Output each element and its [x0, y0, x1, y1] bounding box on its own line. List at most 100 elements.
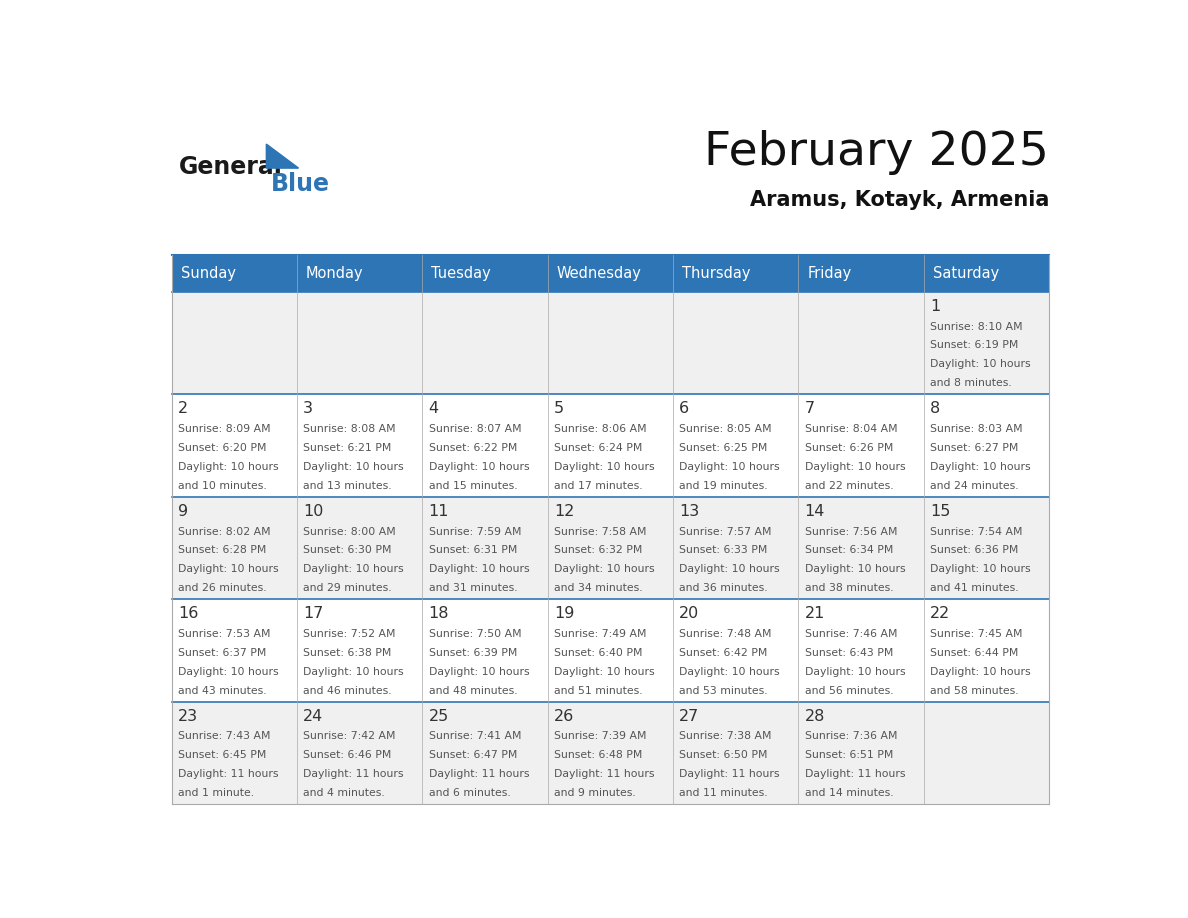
Text: 11: 11 [429, 504, 449, 519]
Text: Daylight: 11 hours: Daylight: 11 hours [554, 769, 655, 779]
Text: Sunset: 6:51 PM: Sunset: 6:51 PM [804, 750, 893, 760]
Text: and 26 minutes.: and 26 minutes. [178, 583, 266, 593]
Text: Sunrise: 7:50 AM: Sunrise: 7:50 AM [429, 629, 522, 639]
Text: and 29 minutes.: and 29 minutes. [303, 583, 392, 593]
Text: Sunset: 6:48 PM: Sunset: 6:48 PM [554, 750, 643, 760]
Text: Sunset: 6:45 PM: Sunset: 6:45 PM [178, 750, 266, 760]
Bar [171, 395, 297, 497]
Text: Sunset: 6:38 PM: Sunset: 6:38 PM [303, 648, 392, 658]
Bar [297, 292, 422, 395]
Text: Sunset: 6:25 PM: Sunset: 6:25 PM [680, 443, 767, 453]
Text: Sunrise: 8:10 AM: Sunrise: 8:10 AM [930, 321, 1023, 331]
Text: and 22 minutes.: and 22 minutes. [804, 481, 893, 491]
Bar [923, 292, 1049, 395]
Text: Sunset: 6:28 PM: Sunset: 6:28 PM [178, 545, 266, 555]
Text: and 48 minutes.: and 48 minutes. [429, 686, 517, 696]
Text: Sunrise: 7:53 AM: Sunrise: 7:53 AM [178, 629, 271, 639]
Text: Sunset: 6:33 PM: Sunset: 6:33 PM [680, 545, 767, 555]
Text: Sunset: 6:46 PM: Sunset: 6:46 PM [303, 750, 392, 760]
Text: Daylight: 10 hours: Daylight: 10 hours [804, 565, 905, 575]
Bar [548, 497, 672, 599]
Text: and 36 minutes.: and 36 minutes. [680, 583, 767, 593]
Text: Sunset: 6:27 PM: Sunset: 6:27 PM [930, 443, 1018, 453]
Text: Sunrise: 8:00 AM: Sunrise: 8:00 AM [303, 527, 396, 536]
Text: 2: 2 [178, 401, 188, 417]
Text: Daylight: 11 hours: Daylight: 11 hours [303, 769, 404, 779]
Text: 10: 10 [303, 504, 323, 519]
Text: Sunrise: 8:03 AM: Sunrise: 8:03 AM [930, 424, 1023, 434]
Text: 26: 26 [554, 709, 574, 724]
Text: Daylight: 10 hours: Daylight: 10 hours [429, 565, 530, 575]
Text: Daylight: 10 hours: Daylight: 10 hours [178, 666, 279, 677]
Text: and 4 minutes.: and 4 minutes. [303, 789, 385, 799]
Text: 5: 5 [554, 401, 564, 417]
Text: and 31 minutes.: and 31 minutes. [429, 583, 517, 593]
Text: Tuesday: Tuesday [431, 266, 491, 281]
Text: and 58 minutes.: and 58 minutes. [930, 686, 1018, 696]
Text: and 15 minutes.: and 15 minutes. [429, 481, 517, 491]
Text: and 6 minutes.: and 6 minutes. [429, 789, 511, 799]
Text: 3: 3 [303, 401, 314, 417]
Text: Daylight: 10 hours: Daylight: 10 hours [554, 565, 655, 575]
Text: 6: 6 [680, 401, 689, 417]
Text: Daylight: 10 hours: Daylight: 10 hours [303, 462, 404, 472]
Bar [798, 497, 923, 599]
Text: and 13 minutes.: and 13 minutes. [303, 481, 392, 491]
Text: 14: 14 [804, 504, 826, 519]
Bar [923, 395, 1049, 497]
Text: Sunrise: 8:08 AM: Sunrise: 8:08 AM [303, 424, 396, 434]
Bar [297, 395, 422, 497]
Text: and 43 minutes.: and 43 minutes. [178, 686, 266, 696]
Text: Daylight: 11 hours: Daylight: 11 hours [804, 769, 905, 779]
Text: Sunset: 6:44 PM: Sunset: 6:44 PM [930, 648, 1018, 658]
Bar [171, 701, 297, 804]
Text: Sunset: 6:31 PM: Sunset: 6:31 PM [429, 545, 517, 555]
Text: Aramus, Kotayk, Armenia: Aramus, Kotayk, Armenia [750, 190, 1049, 210]
Text: Sunset: 6:36 PM: Sunset: 6:36 PM [930, 545, 1018, 555]
Text: Daylight: 10 hours: Daylight: 10 hours [680, 666, 781, 677]
Text: Sunset: 6:42 PM: Sunset: 6:42 PM [680, 648, 767, 658]
Text: and 17 minutes.: and 17 minutes. [554, 481, 643, 491]
Text: Sunset: 6:50 PM: Sunset: 6:50 PM [680, 750, 767, 760]
Text: and 24 minutes.: and 24 minutes. [930, 481, 1018, 491]
Text: Sunrise: 7:46 AM: Sunrise: 7:46 AM [804, 629, 897, 639]
Bar [548, 701, 672, 804]
Text: and 56 minutes.: and 56 minutes. [804, 686, 893, 696]
Text: Sunrise: 7:56 AM: Sunrise: 7:56 AM [804, 527, 897, 536]
Text: Sunrise: 7:39 AM: Sunrise: 7:39 AM [554, 732, 646, 742]
Text: Wednesday: Wednesday [557, 266, 642, 281]
Text: Sunset: 6:22 PM: Sunset: 6:22 PM [429, 443, 517, 453]
Text: Sunrise: 8:02 AM: Sunrise: 8:02 AM [178, 527, 271, 536]
Bar [672, 395, 798, 497]
Text: 12: 12 [554, 504, 574, 519]
Text: and 1 minute.: and 1 minute. [178, 789, 254, 799]
Text: Daylight: 11 hours: Daylight: 11 hours [429, 769, 529, 779]
Text: Daylight: 10 hours: Daylight: 10 hours [429, 462, 530, 472]
Text: Sunrise: 7:36 AM: Sunrise: 7:36 AM [804, 732, 897, 742]
Text: Sunrise: 7:45 AM: Sunrise: 7:45 AM [930, 629, 1023, 639]
Text: 20: 20 [680, 607, 700, 621]
Bar [923, 701, 1049, 804]
Text: Daylight: 10 hours: Daylight: 10 hours [930, 666, 1031, 677]
Bar [171, 292, 297, 395]
Bar [422, 395, 548, 497]
Bar [548, 599, 672, 701]
Text: Daylight: 10 hours: Daylight: 10 hours [429, 666, 530, 677]
Text: February 2025: February 2025 [704, 130, 1049, 175]
Bar [297, 599, 422, 701]
Text: Sunrise: 8:05 AM: Sunrise: 8:05 AM [680, 424, 772, 434]
Text: Sunset: 6:21 PM: Sunset: 6:21 PM [303, 443, 392, 453]
Text: Sunset: 6:39 PM: Sunset: 6:39 PM [429, 648, 517, 658]
Text: and 53 minutes.: and 53 minutes. [680, 686, 767, 696]
Bar [171, 599, 297, 701]
Text: 4: 4 [429, 401, 438, 417]
Text: 25: 25 [429, 709, 449, 724]
Text: Daylight: 10 hours: Daylight: 10 hours [178, 565, 279, 575]
Text: and 38 minutes.: and 38 minutes. [804, 583, 893, 593]
Bar [171, 255, 1049, 292]
Text: Daylight: 11 hours: Daylight: 11 hours [680, 769, 779, 779]
Text: and 34 minutes.: and 34 minutes. [554, 583, 643, 593]
Text: and 11 minutes.: and 11 minutes. [680, 789, 767, 799]
Text: 16: 16 [178, 607, 198, 621]
Text: Sunset: 6:43 PM: Sunset: 6:43 PM [804, 648, 893, 658]
